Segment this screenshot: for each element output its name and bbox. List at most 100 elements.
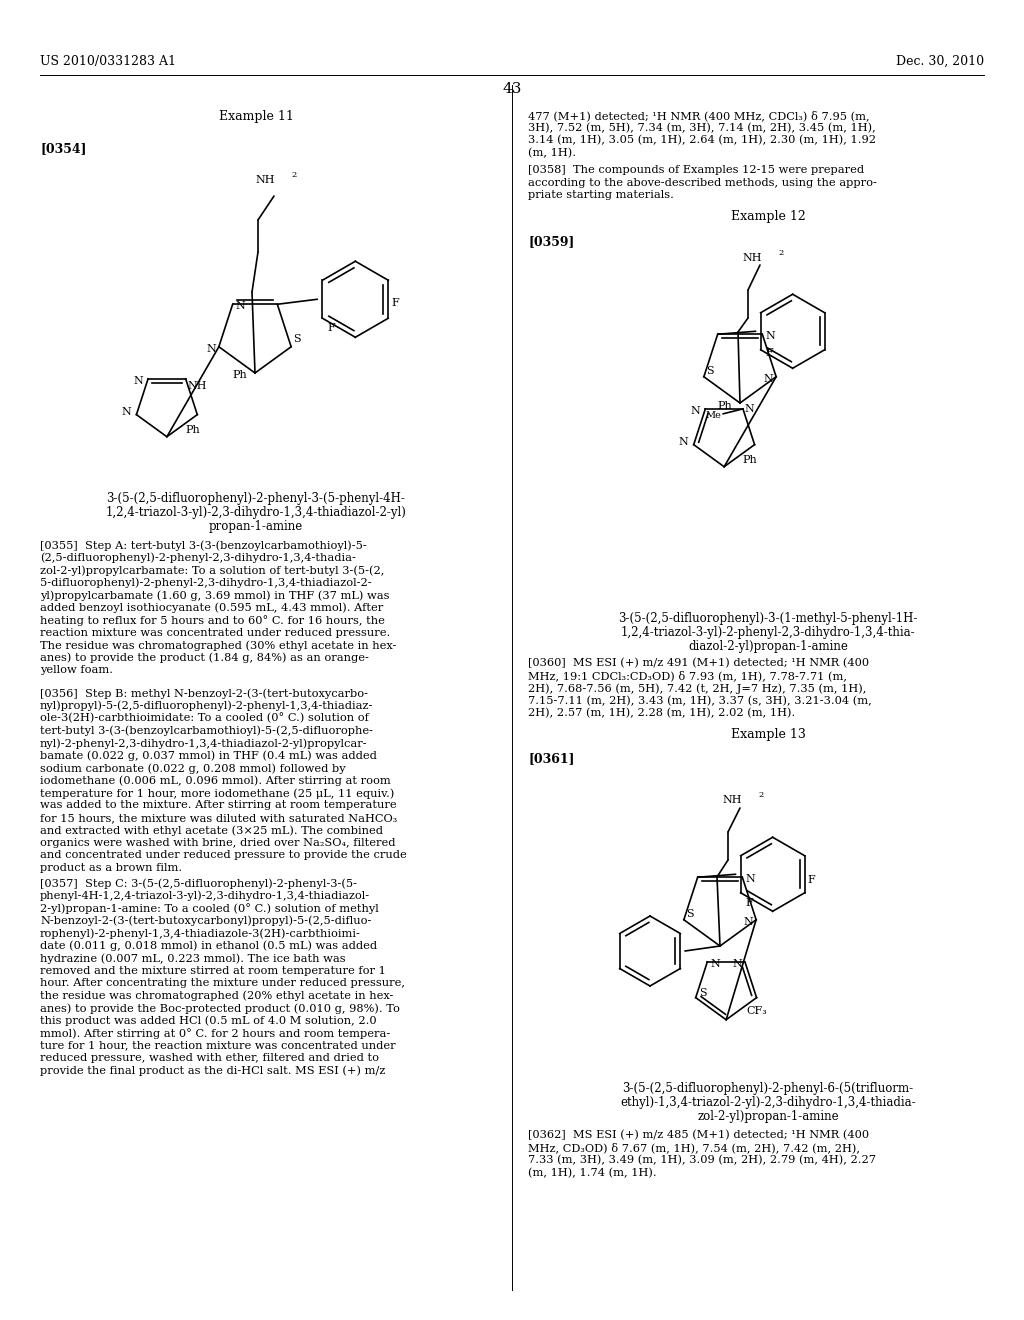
Text: diazol-2-yl)propan-1-amine: diazol-2-yl)propan-1-amine (688, 640, 848, 653)
Text: 7.15-7.11 (m, 2H), 3.43 (m, 1H), 3.37 (s, 3H), 3.21-3.04 (m,: 7.15-7.11 (m, 2H), 3.43 (m, 1H), 3.37 (s… (528, 696, 871, 706)
Text: MHz, 19:1 CDCl₃:CD₃OD) δ 7.93 (m, 1H), 7.78-7.71 (m,: MHz, 19:1 CDCl₃:CD₃OD) δ 7.93 (m, 1H), 7… (528, 671, 847, 681)
Text: Example 11: Example 11 (218, 110, 294, 123)
Text: F: F (766, 347, 773, 358)
Text: S: S (686, 908, 693, 919)
Text: S: S (698, 987, 707, 998)
Text: 3-(5-(2,5-difluorophenyl)-2-phenyl-6-(5(trifluorm-: 3-(5-(2,5-difluorophenyl)-2-phenyl-6-(5(… (623, 1082, 913, 1096)
Text: and extracted with ethyl acetate (3×25 mL). The combined: and extracted with ethyl acetate (3×25 m… (40, 825, 383, 836)
Text: F: F (808, 875, 815, 884)
Text: N: N (679, 437, 689, 446)
Text: NH: NH (742, 253, 762, 263)
Text: N: N (206, 343, 216, 354)
Text: (m, 1H).: (m, 1H). (528, 148, 575, 158)
Text: anes) to provide the product (1.84 g, 84%) as an orange-: anes) to provide the product (1.84 g, 84… (40, 652, 369, 663)
Text: [0358]  The compounds of Examples 12-15 were prepared: [0358] The compounds of Examples 12-15 w… (528, 165, 864, 176)
Text: Me: Me (706, 412, 721, 420)
Text: 5-difluorophenyl)-2-phenyl-2,3-dihydro-1,3,4-thiadiazol-2-: 5-difluorophenyl)-2-phenyl-2,3-dihydro-1… (40, 578, 372, 589)
Text: sodium carbonate (0.022 g, 0.208 mmol) followed by: sodium carbonate (0.022 g, 0.208 mmol) f… (40, 763, 346, 774)
Text: date (0.011 g, 0.018 mmol) in ethanol (0.5 mL) was added: date (0.011 g, 0.018 mmol) in ethanol (0… (40, 940, 377, 952)
Text: [0361]: [0361] (528, 752, 574, 766)
Text: F: F (745, 898, 754, 908)
Text: hour. After concentrating the mixture under reduced pressure,: hour. After concentrating the mixture un… (40, 978, 406, 987)
Text: 3H), 7.52 (m, 5H), 7.34 (m, 3H), 7.14 (m, 2H), 3.45 (m, 1H),: 3H), 7.52 (m, 5H), 7.34 (m, 3H), 7.14 (m… (528, 123, 876, 133)
Text: [0362]  MS ESI (+) m/z 485 (M+1) detected; ¹H NMR (400: [0362] MS ESI (+) m/z 485 (M+1) detected… (528, 1130, 869, 1140)
Text: N: N (122, 407, 131, 417)
Text: S: S (293, 334, 301, 343)
Text: propan-1-amine: propan-1-amine (209, 520, 303, 533)
Text: yl)propylcarbamate (1.60 g, 3.69 mmol) in THF (37 mL) was: yl)propylcarbamate (1.60 g, 3.69 mmol) i… (40, 590, 389, 601)
Text: [0359]: [0359] (528, 235, 574, 248)
Text: 2: 2 (778, 249, 783, 257)
Text: ole-3(2H)-carbthioimidate: To a cooled (0° C.) solution of: ole-3(2H)-carbthioimidate: To a cooled (… (40, 713, 369, 723)
Text: 7.33 (m, 3H), 3.49 (m, 1H), 3.09 (m, 2H), 2.79 (m, 4H), 2.27: 7.33 (m, 3H), 3.49 (m, 1H), 3.09 (m, 2H)… (528, 1155, 876, 1166)
Text: N: N (745, 874, 755, 884)
Text: 2-yl)propan-1-amine: To a cooled (0° C.) solution of methyl: 2-yl)propan-1-amine: To a cooled (0° C.)… (40, 903, 379, 913)
Text: 1,2,4-triazol-3-yl)-2,3-dihydro-1,3,4-thiadiazol-2-yl): 1,2,4-triazol-3-yl)-2,3-dihydro-1,3,4-th… (105, 506, 407, 519)
Text: (m, 1H), 1.74 (m, 1H).: (m, 1H), 1.74 (m, 1H). (528, 1167, 656, 1177)
Text: The residue was chromatographed (30% ethyl acetate in hex-: The residue was chromatographed (30% eth… (40, 640, 396, 651)
Text: N: N (133, 376, 143, 385)
Text: anes) to provide the Boc-protected product (0.010 g, 98%). To: anes) to provide the Boc-protected produ… (40, 1003, 400, 1014)
Text: [0360]  MS ESI (+) m/z 491 (M+1) detected; ¹H NMR (400: [0360] MS ESI (+) m/z 491 (M+1) detected… (528, 657, 869, 668)
Text: priate starting materials.: priate starting materials. (528, 190, 674, 201)
Text: NH: NH (723, 795, 742, 805)
Text: and concentrated under reduced pressure to provide the crude: and concentrated under reduced pressure … (40, 850, 407, 861)
Text: Dec. 30, 2010: Dec. 30, 2010 (896, 55, 984, 69)
Text: N: N (765, 331, 775, 342)
Text: was added to the mixture. After stirring at room temperature: was added to the mixture. After stirring… (40, 800, 396, 810)
Text: heating to reflux for 5 hours and to 60° C. for 16 hours, the: heating to reflux for 5 hours and to 60°… (40, 615, 385, 626)
Text: S: S (706, 366, 714, 376)
Text: 2: 2 (758, 791, 763, 799)
Text: Example 12: Example 12 (731, 210, 805, 223)
Text: 477 (M+1) detected; ¹H NMR (400 MHz, CDCl₃) δ 7.95 (m,: 477 (M+1) detected; ¹H NMR (400 MHz, CDC… (528, 110, 869, 121)
Text: temperature for 1 hour, more iodomethane (25 μL, 11 equiv.): temperature for 1 hour, more iodomethane… (40, 788, 394, 799)
Text: according to the above-described methods, using the appro-: according to the above-described methods… (528, 177, 877, 187)
Text: N: N (744, 404, 755, 414)
Text: N-benzoyl-2-(3-(tert-butoxycarbonyl)propyl)-5-(2,5-difluo-: N-benzoyl-2-(3-(tert-butoxycarbonyl)prop… (40, 916, 372, 927)
Text: [0355]  Step A: tert-butyl 3-(3-(benzoylcarbamothioyl)-5-: [0355] Step A: tert-butyl 3-(3-(benzoylc… (40, 540, 367, 550)
Text: [0354]: [0354] (40, 143, 86, 154)
Text: product as a brown film.: product as a brown film. (40, 863, 182, 873)
Text: this product was added HCl (0.5 mL of 4.0 M solution, 2.0: this product was added HCl (0.5 mL of 4.… (40, 1015, 377, 1026)
Text: (2,5-difluorophenyl)-2-phenyl-2,3-dihydro-1,3,4-thadia-: (2,5-difluorophenyl)-2-phenyl-2,3-dihydr… (40, 553, 356, 564)
Text: 2: 2 (291, 172, 296, 180)
Text: phenyl-4H-1,2,4-triazol-3-yl)-2,3-dihydro-1,3,4-thiadiazol-: phenyl-4H-1,2,4-triazol-3-yl)-2,3-dihydr… (40, 891, 370, 902)
Text: 2H), 2.57 (m, 1H), 2.28 (m, 1H), 2.02 (m, 1H).: 2H), 2.57 (m, 1H), 2.28 (m, 1H), 2.02 (m… (528, 708, 796, 718)
Text: rophenyl)-2-phenyl-1,3,4-thiadiazole-3(2H)-carbthioimi-: rophenyl)-2-phenyl-1,3,4-thiadiazole-3(2… (40, 928, 360, 939)
Text: mmol). After stirring at 0° C. for 2 hours and room tempera-: mmol). After stirring at 0° C. for 2 hou… (40, 1028, 390, 1039)
Text: N: N (732, 958, 742, 969)
Text: Ph: Ph (232, 370, 247, 380)
Text: 3.14 (m, 1H), 3.05 (m, 1H), 2.64 (m, 1H), 2.30 (m, 1H), 1.92: 3.14 (m, 1H), 3.05 (m, 1H), 2.64 (m, 1H)… (528, 135, 876, 145)
Text: Example 13: Example 13 (730, 729, 806, 741)
Text: yellow foam.: yellow foam. (40, 665, 113, 675)
Text: Ph: Ph (185, 425, 200, 434)
Text: for 15 hours, the mixture was diluted with saturated NaHCO₃: for 15 hours, the mixture was diluted wi… (40, 813, 397, 822)
Text: N: N (743, 917, 753, 927)
Text: nyl)-2-phenyl-2,3-dihydro-1,3,4-thiadiazol-2-yl)propylcar-: nyl)-2-phenyl-2,3-dihydro-1,3,4-thiadiaz… (40, 738, 368, 748)
Text: NH: NH (256, 176, 275, 185)
Text: Ph: Ph (717, 401, 732, 411)
Text: Ph: Ph (742, 454, 757, 465)
Text: 1,2,4-triazol-3-yl)-2-phenyl-2,3-dihydro-1,3,4-thia-: 1,2,4-triazol-3-yl)-2-phenyl-2,3-dihydro… (621, 626, 915, 639)
Text: reaction mixture was concentrated under reduced pressure.: reaction mixture was concentrated under … (40, 627, 390, 638)
Text: nyl)propyl)-5-(2,5-difluorophenyl)-2-phenyl-1,3,4-thiadiaz-: nyl)propyl)-5-(2,5-difluorophenyl)-2-phe… (40, 701, 374, 711)
Text: N: N (690, 405, 700, 416)
Text: [0356]  Step B: methyl N-benzoyl-2-(3-(tert-butoxycarbо-: [0356] Step B: methyl N-benzoyl-2-(3-(te… (40, 688, 368, 698)
Text: provide the final product as the di-HCl salt. MS ESI (+) m/z: provide the final product as the di-HCl … (40, 1065, 385, 1076)
Text: iodomethane (0.006 mL, 0.096 mmol). After stirring at room: iodomethane (0.006 mL, 0.096 mmol). Afte… (40, 776, 391, 787)
Text: zol-2-yl)propylcarbamate: To a solution of tert-butyl 3-(5-(2,: zol-2-yl)propylcarbamate: To a solution … (40, 565, 384, 576)
Text: 3-(5-(2,5-difluorophenyl)-3-(1-methyl-5-phenyl-1H-: 3-(5-(2,5-difluorophenyl)-3-(1-methyl-5-… (618, 612, 918, 624)
Text: zol-2-yl)propan-1-amine: zol-2-yl)propan-1-amine (697, 1110, 839, 1123)
Text: ethyl)-1,3,4-triazol-2-yl)-2,3-dihydro-1,3,4-thiadia-: ethyl)-1,3,4-triazol-2-yl)-2,3-dihydro-1… (621, 1096, 915, 1109)
Text: added benzoyl isothiocyanate (0.595 mL, 4.43 mmol). After: added benzoyl isothiocyanate (0.595 mL, … (40, 602, 383, 612)
Text: the residue was chromatographed (20% ethyl acetate in hex-: the residue was chromatographed (20% eth… (40, 990, 393, 1001)
Text: F: F (328, 323, 335, 333)
Text: N: N (711, 958, 720, 969)
Text: 43: 43 (503, 82, 521, 96)
Text: CF₃: CF₃ (746, 1006, 767, 1015)
Text: 3-(5-(2,5-difluorophenyl)-2-phenyl-3-(5-phenyl-4H-: 3-(5-(2,5-difluorophenyl)-2-phenyl-3-(5-… (106, 492, 406, 506)
Text: removed and the mixture stirred at room temperature for 1: removed and the mixture stirred at room … (40, 965, 386, 975)
Text: organics were washed with brine, dried over Na₂SO₄, filtered: organics were washed with brine, dried o… (40, 838, 395, 847)
Text: N: N (763, 374, 773, 384)
Text: [0357]  Step C: 3-(5-(2,5-difluorophenyl)-2-phenyl-3-(5-: [0357] Step C: 3-(5-(2,5-difluorophenyl)… (40, 878, 357, 888)
